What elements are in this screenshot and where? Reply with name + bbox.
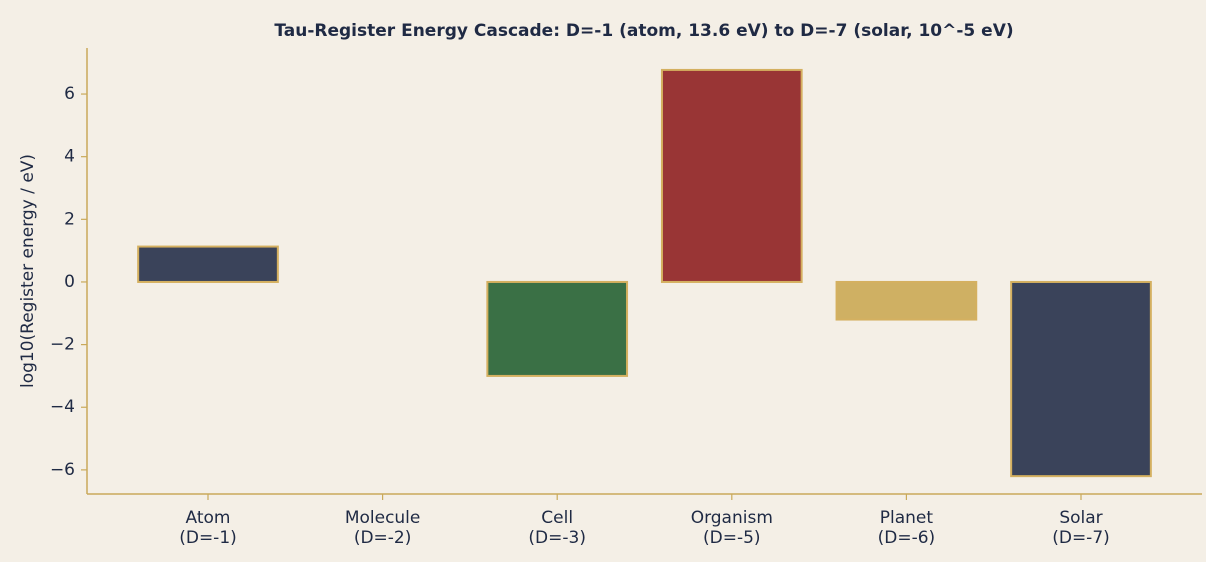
y-tick-label: 4 (64, 147, 75, 167)
x-tick-label: Atom (D=-1) (179, 508, 237, 548)
bar (1010, 280, 1152, 478)
chart-title: Tau-Register Energy Cascade: D=-1 (atom,… (274, 21, 1013, 41)
y-tick-label: 0 (64, 272, 75, 292)
x-tick-label: Cell (D=-3) (528, 508, 586, 548)
y-tick-label: 2 (64, 209, 75, 229)
y-tick-label: 6 (64, 84, 75, 104)
y-tick-label: −2 (50, 335, 75, 355)
x-tick-label: Solar (D=-7) (1052, 508, 1110, 548)
x-tick-label: Organism (D=-5) (690, 508, 773, 548)
bar (486, 280, 629, 377)
y-axis-label: log10(Register energy / eV) (18, 154, 38, 388)
y-tick-label: −6 (50, 460, 75, 480)
y-tick-label: −4 (50, 397, 75, 417)
bar (835, 280, 978, 321)
x-tick-label: Planet (D=-6) (877, 508, 936, 548)
bar (137, 245, 279, 283)
x-tick-label: Molecule (D=-2) (344, 508, 421, 548)
bar (660, 68, 803, 283)
